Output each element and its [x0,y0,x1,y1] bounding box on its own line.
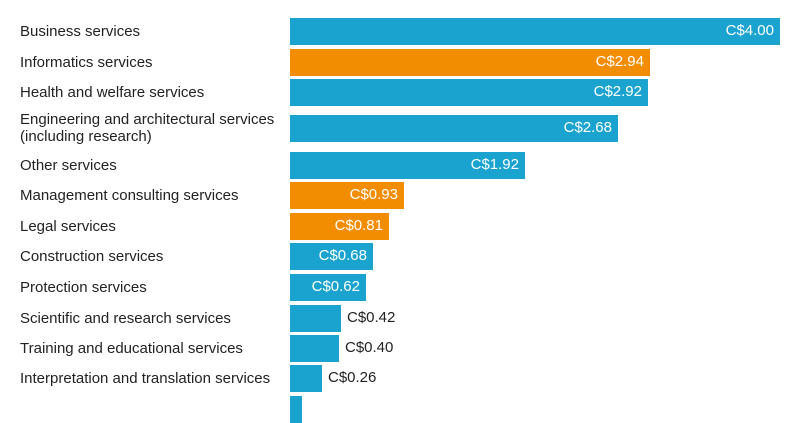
bar [290,334,339,362]
category-label: Legal services [20,217,116,235]
bar [290,242,373,270]
bar [290,181,404,209]
category-label: Engineering and architectural services (… [20,111,275,145]
value-label: C$0.40 [345,339,394,356]
category-label: Business services [20,22,141,40]
bar [290,395,302,423]
bar [290,151,525,179]
value-label: C$0.62 [311,278,360,295]
bar [290,212,389,240]
value-label: C$0.42 [347,309,396,326]
value-label: C$0.26 [328,369,377,386]
category-label: Training and educational services [20,339,243,357]
value-label: C$2.68 [563,119,612,136]
category-label: Protection services [20,278,147,296]
value-label: C$2.92 [593,83,642,100]
category-label: Health and welfare services [20,83,205,101]
bar [290,114,618,142]
bar [290,273,366,301]
category-label: Scientific and research services [20,309,231,327]
value-label: C$0.93 [349,186,398,203]
bar [290,78,648,106]
value-label: C$0.68 [318,247,367,264]
category-label: Management consulting services [20,186,239,204]
value-label: C$2.94 [595,53,644,70]
bar [290,364,322,392]
bar [290,17,780,45]
value-label: C$0.81 [334,217,383,234]
category-label: Construction services [20,247,164,265]
category-label: Interpretation and translation services [20,369,271,387]
value-label: C$1.92 [470,156,519,173]
category-label: Informatics services [20,53,153,71]
bar [290,304,341,332]
bar [290,48,650,76]
category-label: Other services [20,156,117,174]
value-label: C$4.00 [725,22,774,39]
